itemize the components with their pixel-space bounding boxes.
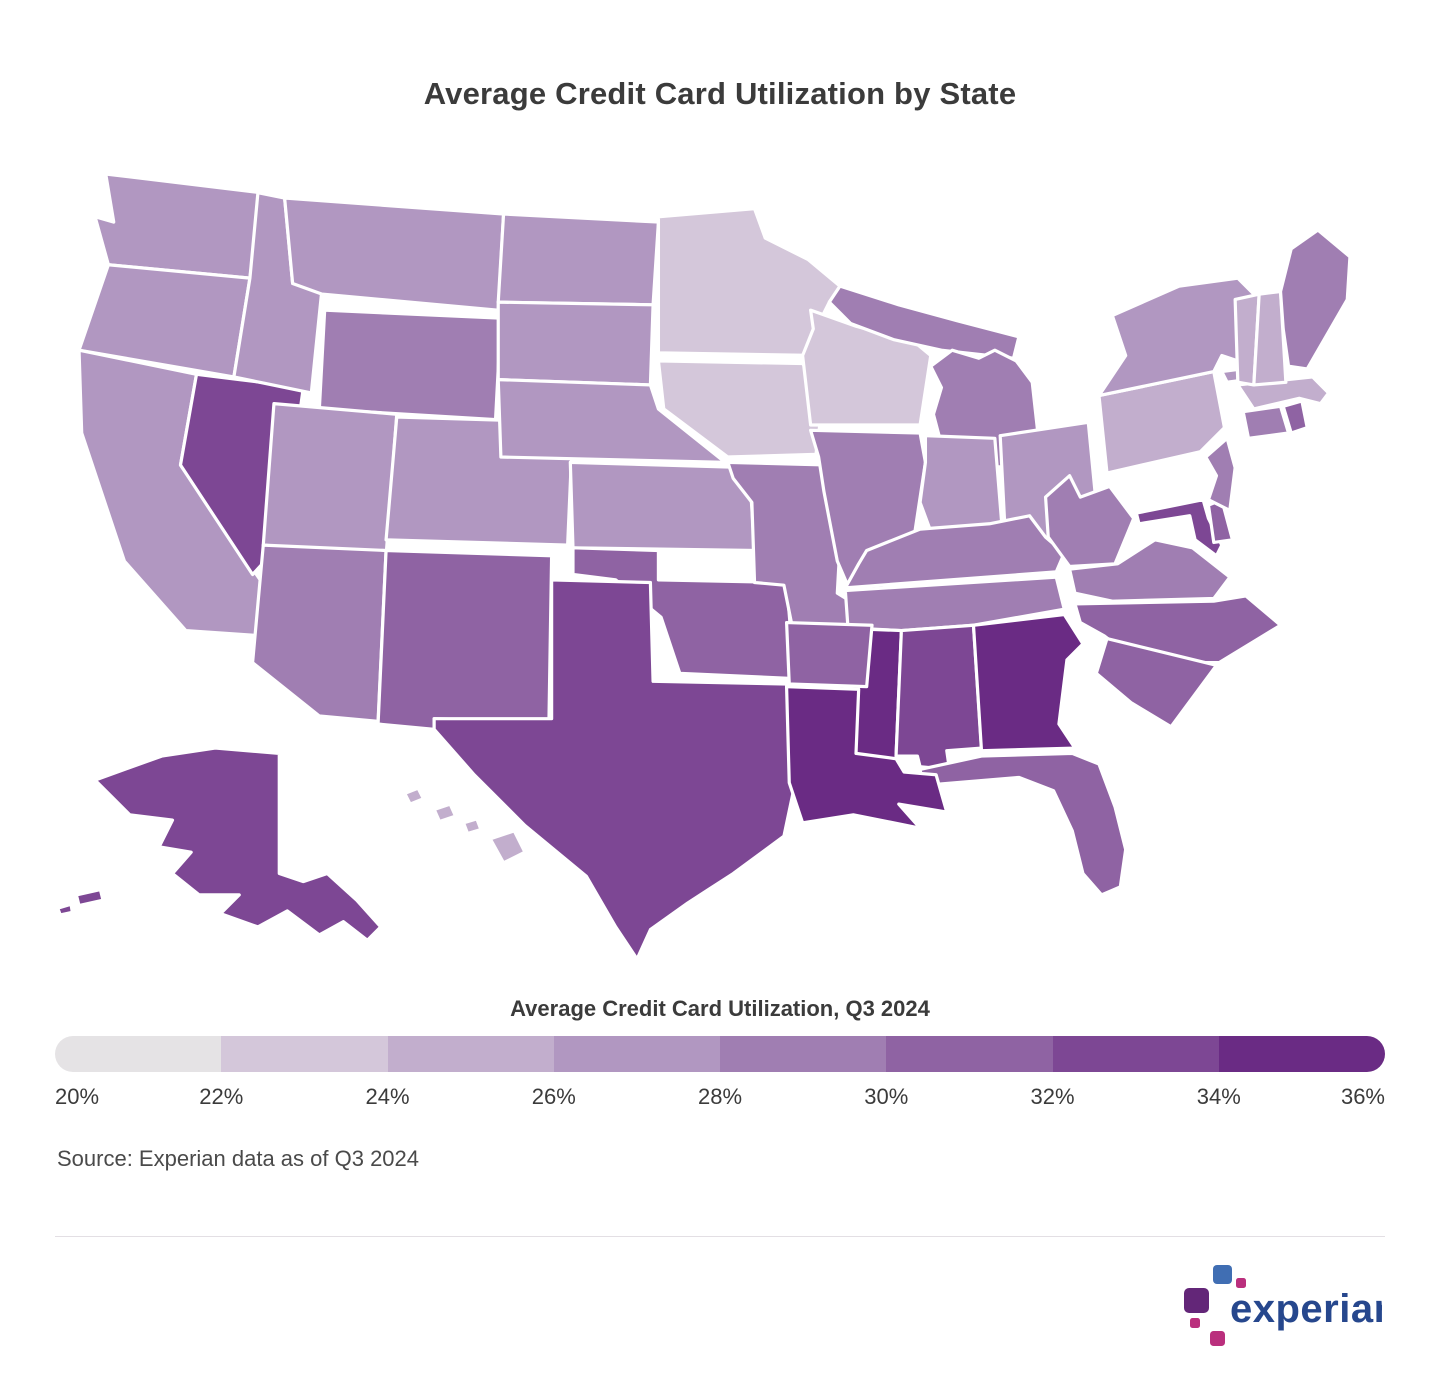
state-mi[interactable]: Michigan: 29.3% xyxy=(827,284,1021,360)
state-wv[interactable]: West Virginia: 29.6% xyxy=(1043,474,1136,569)
legend-color-scale xyxy=(55,1036,1385,1072)
state-mt[interactable]: Montana: 26.6% xyxy=(283,196,506,312)
legend-segment-8 xyxy=(1218,1036,1385,1072)
state-wa[interactable]: Washington: 27% xyxy=(93,172,263,280)
state-tx[interactable]: Texas: 32.7% xyxy=(432,578,797,961)
state-va[interactable]: Virginia: 28.8% xyxy=(1067,538,1232,603)
legend-tick-30: 30% xyxy=(864,1084,909,1109)
state-hi[interactable]: Hawaii: 25.4% xyxy=(403,786,426,806)
source-note: Source: Experian data as of Q3 2024 xyxy=(57,1146,420,1171)
state-sc[interactable]: South Carolina: 30.8% xyxy=(1094,636,1219,729)
legend-tick-22: 22% xyxy=(199,1084,244,1109)
state-ne[interactable]: Nebraska: 26.8% xyxy=(496,377,727,464)
legend-title: Average Credit Card Utilization, Q3 2024 xyxy=(510,996,930,1021)
legend-tick-26: 26% xyxy=(531,1084,576,1109)
logo-magenta-square-medium xyxy=(1210,1331,1225,1346)
state-wy[interactable]: Wyoming: 28.1% xyxy=(317,308,503,422)
state-nd[interactable]: North Dakota: 27.1% xyxy=(496,212,661,307)
legend-segment-5 xyxy=(720,1036,887,1072)
legend-tick-34: 34% xyxy=(1196,1084,1241,1109)
state-al[interactable]: Alabama: 32.1% xyxy=(894,623,984,772)
legend-segment-2 xyxy=(221,1036,388,1072)
state-ak[interactable]: Alaska: 32.9% xyxy=(74,887,105,908)
legend-tick-32: 32% xyxy=(1030,1084,1075,1109)
legend-tick-20: 20% xyxy=(55,1084,100,1109)
state-nm[interactable]: New Mexico: 31% xyxy=(376,548,554,731)
state-nj[interactable]: New Jersey: 28.9% xyxy=(1204,436,1237,513)
state-hi[interactable]: Hawaii: 25.4% xyxy=(432,802,458,824)
experian-logo[interactable]: experian™ xyxy=(1182,1258,1382,1353)
legend-tick-28: 28% xyxy=(697,1084,743,1109)
state-fl[interactable]: Florida: 31% xyxy=(918,751,1128,897)
legend-segment-6 xyxy=(886,1036,1053,1072)
logo-wordmark: experian™ xyxy=(1230,1287,1382,1331)
state-ar[interactable]: Arkansas: 31.6% xyxy=(784,620,874,689)
state-la[interactable]: Louisiana: 34.4% xyxy=(784,685,949,830)
legend-segment-1 xyxy=(55,1036,222,1072)
legend-segment-3 xyxy=(387,1036,554,1072)
state-az[interactable]: Arizona: 29% xyxy=(250,543,388,723)
state-ut[interactable]: Utah: 26.2% xyxy=(261,402,399,558)
logo-purple-square xyxy=(1184,1288,1209,1313)
logo-magenta-square-small xyxy=(1236,1278,1246,1288)
legend-segment-4 xyxy=(553,1036,720,1072)
state-md[interactable]: Maryland: 32.4% xyxy=(1134,498,1224,558)
us-map-svg: Washington: 27%Oregon: 26.9%California: … xyxy=(56,172,1352,961)
state-hi[interactable]: Hawaii: 25.4% xyxy=(488,829,527,865)
state-me[interactable]: Maine: 28.7% xyxy=(1278,228,1352,371)
state-ri[interactable]: Rhode Island: 30.3% xyxy=(1281,399,1309,435)
logo-blue-square xyxy=(1213,1265,1232,1284)
us-choropleth-map: Washington: 27%Oregon: 26.9%California: … xyxy=(55,152,1390,997)
state-ak[interactable]: Alaska: 32.9% xyxy=(93,746,383,942)
legend-tick-24: 24% xyxy=(365,1084,410,1109)
legend-segment-7 xyxy=(1052,1036,1219,1072)
logo-magenta-square-tiny xyxy=(1190,1318,1200,1328)
legend-tick-36: 36% xyxy=(1340,1084,1385,1109)
state-ks[interactable]: Kansas: 27.4% xyxy=(568,460,757,553)
state-nh[interactable]: New Hampshire: 24.9% xyxy=(1252,289,1288,387)
state-hi[interactable]: Hawaii: 25.4% xyxy=(461,817,483,836)
chart-title: Average Credit Card Utilization by State xyxy=(423,76,1017,111)
legend-ticks: 20% 22% 24% 26% 28% 30% 32% 34% 36% xyxy=(55,1084,1385,1114)
state-ak[interactable]: Alaska: 32.9% xyxy=(56,902,74,917)
legend: Average Credit Card Utilization, Q3 2024… xyxy=(55,996,1385,1114)
state-ga[interactable]: Georgia: 34.8% xyxy=(971,612,1085,753)
state-sd[interactable]: South Dakota: 26.7% xyxy=(496,300,655,387)
footer-divider xyxy=(55,1236,1385,1237)
state-ct[interactable]: Connecticut: 28.4% xyxy=(1241,404,1291,440)
